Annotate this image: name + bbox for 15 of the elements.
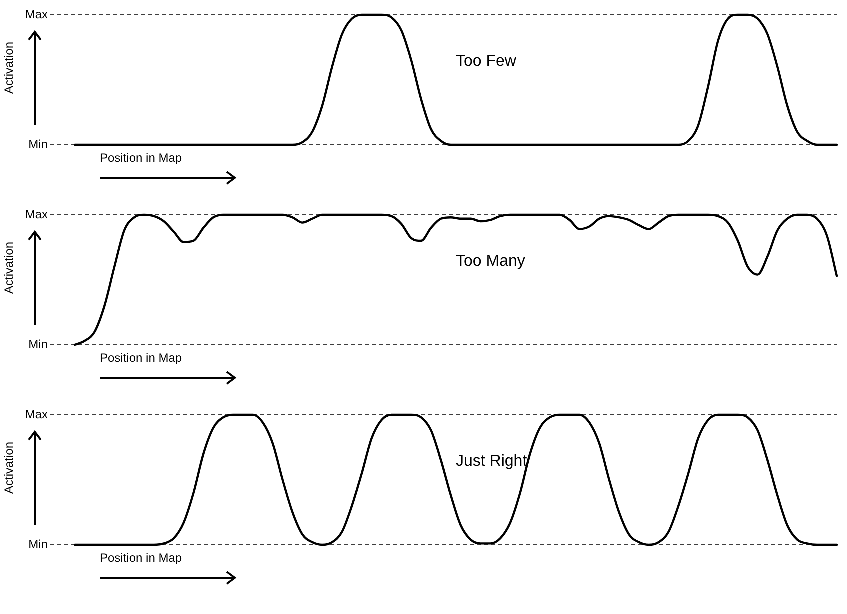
annotation: Too Many (456, 253, 526, 270)
x-axis-title: Position in Map (100, 351, 182, 365)
ref-line-label: Max (25, 207, 48, 222)
ref-line-label: Max (25, 7, 48, 22)
ref-line-label: Max (25, 407, 48, 422)
ref-line-label: Min (28, 537, 48, 552)
ref-line-label: Min (28, 337, 48, 352)
annotation: Too Few (456, 53, 517, 70)
y-axis-title: Activation (2, 242, 16, 294)
annotation: Just Right (456, 453, 528, 470)
x-axis-title: Position in Map (100, 551, 182, 565)
y-axis-title: Activation (2, 442, 16, 494)
ref-line-label: Min (28, 137, 48, 152)
x-axis-title: Position in Map (100, 151, 182, 165)
y-axis-title: Activation (2, 42, 16, 94)
